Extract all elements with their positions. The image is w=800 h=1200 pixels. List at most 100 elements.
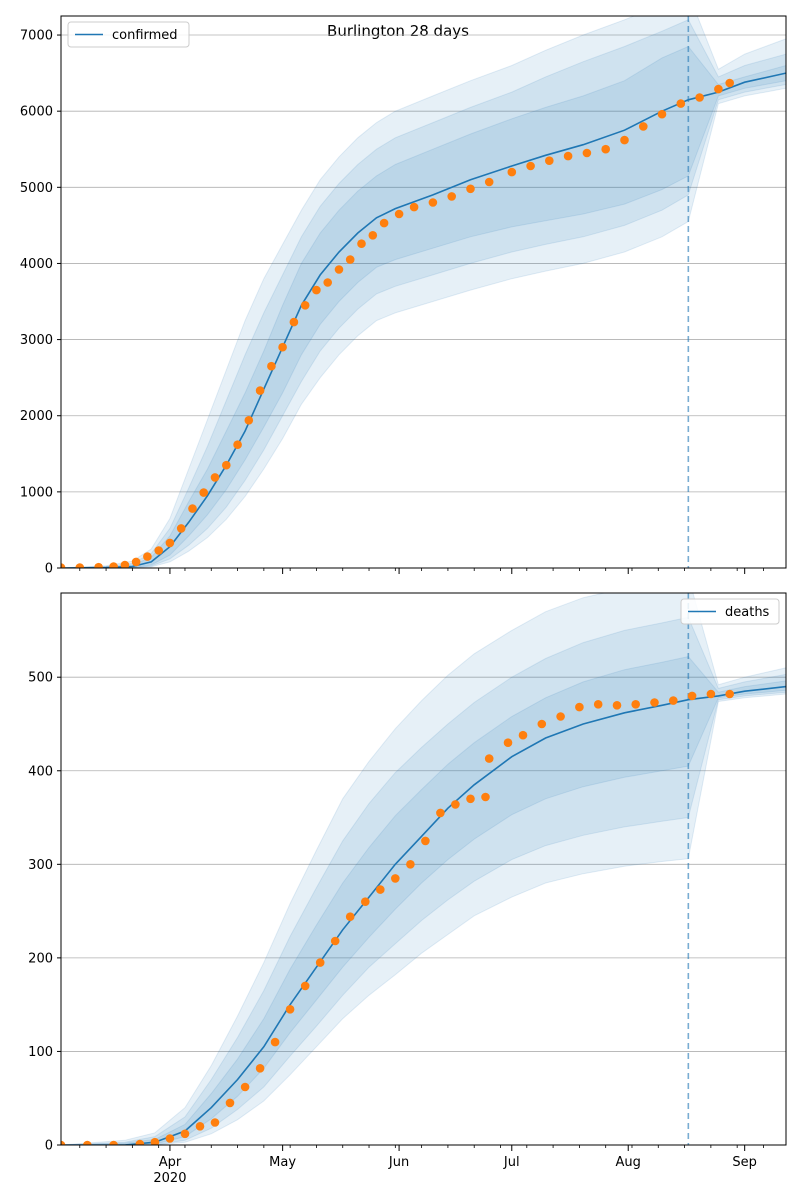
observed-point [255, 386, 265, 395]
confidence-band [61, 19, 786, 568]
observed-point [409, 202, 419, 212]
observed-point [323, 278, 333, 287]
observed-point [244, 416, 254, 425]
observed-point [345, 912, 355, 921]
observed-point [135, 1139, 145, 1145]
observed-point [421, 836, 430, 846]
observed-point [466, 184, 475, 194]
observed-point [582, 148, 592, 158]
observed-point [484, 177, 494, 187]
observed-point [593, 700, 603, 709]
y-tick-label: 1000 [20, 485, 53, 500]
observed-point [195, 1122, 205, 1131]
observed-point [267, 361, 276, 371]
plot-area [61, 593, 786, 1145]
y-tick-label: 400 [28, 764, 53, 779]
observed-point [270, 1037, 280, 1047]
observed-point [631, 700, 640, 709]
plot-area [61, 16, 786, 568]
confidence-band [61, 656, 786, 1145]
y-tick-label: 0 [45, 1139, 53, 1154]
observed-point [725, 689, 734, 699]
observed-point [669, 696, 678, 705]
observed-point [180, 1129, 190, 1139]
observed-point [109, 1140, 118, 1145]
y-tick-label: 5000 [20, 181, 53, 196]
observed-point [240, 1082, 250, 1092]
observed-point [714, 84, 723, 94]
x-tick-sublabel: 2020 [153, 1171, 186, 1186]
observed-point [391, 874, 400, 883]
observed-point [650, 698, 659, 707]
observed-point [150, 1137, 160, 1145]
observed-point [545, 156, 554, 165]
y-tick-label: 6000 [20, 105, 53, 120]
confidence-band [61, 616, 786, 1145]
observed-point [83, 1140, 92, 1145]
plot-frame [60, 592, 787, 1146]
confidence-band [61, 593, 786, 1145]
observed-point [131, 557, 141, 567]
y-tick-label: 0 [45, 562, 53, 577]
observed-point [154, 546, 163, 555]
observed-point [518, 730, 528, 740]
observed-point [120, 560, 130, 568]
observed-point [315, 958, 325, 967]
confidence-band [61, 16, 786, 568]
observed-point [312, 285, 321, 295]
y-tick-label: 2000 [20, 409, 53, 424]
observed-point [695, 93, 704, 102]
observed-point [428, 198, 438, 207]
legend-label: confirmed [112, 28, 178, 43]
confirmed-fit-line [61, 72, 786, 568]
observed-point [233, 440, 242, 450]
x-tick-label: Jul [503, 1155, 520, 1170]
confirmed-panel: 0 1000 2000 3000 4000 5000 6000 7000 confirmed [20, 15, 787, 577]
y-tick-label: 300 [28, 858, 53, 873]
legend-box [67, 21, 190, 48]
legend-label: deaths [725, 605, 770, 620]
observed-point [612, 701, 622, 710]
y-tick-label: 3000 [20, 333, 53, 348]
x-tick-label: Sep [732, 1155, 757, 1170]
observed-point [61, 563, 66, 568]
observed-point [447, 192, 457, 201]
y-tick-label: 200 [28, 951, 53, 966]
observed-point [255, 1064, 265, 1073]
observed-point [620, 135, 629, 145]
observed-point [436, 808, 445, 818]
observed-point [143, 552, 152, 561]
observed-point [176, 524, 186, 533]
observed-point [345, 255, 355, 264]
observed-point [687, 691, 697, 701]
observed-point [94, 562, 103, 568]
observed-point [556, 712, 565, 721]
observed-point [481, 792, 490, 802]
observed-point [507, 167, 517, 177]
observed-point [526, 161, 535, 171]
observed-point [165, 1134, 175, 1143]
legend-box [680, 598, 780, 625]
observed-point [61, 1140, 66, 1145]
observed-point [657, 109, 667, 119]
observed-point [394, 209, 404, 219]
x-tick-label: Apr [159, 1155, 182, 1170]
plot-frame [60, 15, 787, 569]
x-tick-label: Jun [388, 1155, 409, 1170]
x-tick-label: Aug [616, 1155, 641, 1170]
observed-point [300, 301, 310, 310]
observed-point [289, 317, 299, 327]
observed-point [75, 563, 85, 568]
observed-point [639, 122, 648, 131]
observed-point [109, 562, 118, 568]
observed-point [330, 936, 340, 946]
observed-point [376, 885, 385, 894]
figure-title: Burlington 28 days [327, 22, 469, 40]
observed-point [210, 473, 220, 482]
observed-point [563, 151, 573, 161]
observed-point [676, 99, 686, 108]
observed-point [406, 860, 415, 869]
observed-point [725, 78, 734, 88]
observed-point [334, 265, 344, 274]
